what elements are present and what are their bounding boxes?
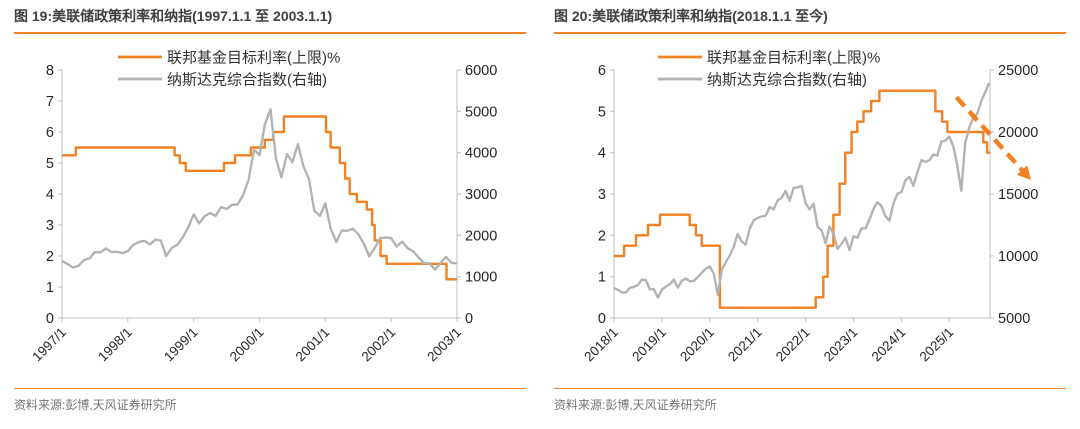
- y-axis-right-tick-label: 3000: [465, 187, 497, 203]
- y-axis-right-tick-label: 6000: [465, 63, 497, 79]
- chart-title-fig19: 图 19:美联储政策利率和纳指(1997.1.1 至 2003.1.1): [14, 8, 526, 34]
- y-axis-left-tick-label: 0: [46, 311, 54, 327]
- x-axis-tick-label: 1999/1: [161, 325, 201, 365]
- y-axis-right-tick-label: 4000: [465, 146, 497, 162]
- y-axis-right-tick-label: 5000: [465, 104, 497, 120]
- y-axis-left-tick-label: 7: [46, 94, 54, 110]
- x-axis-tick-label: 2025/1: [917, 325, 957, 365]
- y-axis-right-tick-label: 1000: [465, 270, 497, 286]
- y-axis-right-tick-label: 25000: [998, 63, 1038, 79]
- x-axis-tick-label: 2000/1: [227, 325, 267, 365]
- y-axis-left-tick-label: 4: [46, 187, 54, 203]
- y-axis-right-tick-label: 0: [465, 311, 473, 327]
- y-axis-left-tick-label: 2: [598, 228, 606, 244]
- x-axis-tick-label: 2024/1: [869, 325, 909, 365]
- x-axis-tick-label: 1998/1: [95, 325, 135, 365]
- x-axis-tick-label: 2018/1: [581, 325, 621, 365]
- chart-canvas-fig19: 0 1 2 3 4 5 6 7 8 0 1000 2000 3000 4000 5000 6000 1997/1…: [29, 50, 497, 365]
- y-axis-left-tick-label: 0: [598, 311, 606, 327]
- fed-funds-target-rate-line: [62, 115, 457, 281]
- legend: 联邦基金目标利率(上限)% 纳斯达克综合指数(右轴): [658, 50, 880, 89]
- y-axis-right-tick-label: 10000: [998, 249, 1038, 265]
- chart-card-fig20: 图 20:美联储政策利率和纳指(2018.1.1 至今) 0 1 2 3 4 5 6 5000…: [540, 0, 1080, 429]
- legend-label: 纳斯达克综合指数(右轴): [707, 72, 867, 89]
- y-axis-right-tick-label: 5000: [998, 311, 1030, 327]
- y-axis-left-tick-label: 3: [598, 187, 606, 203]
- x-axis-tick-label: 2001/1: [293, 325, 333, 365]
- x-axis-tick-label: 2003/1: [424, 325, 464, 365]
- y-axis-left-tick-label: 5: [598, 104, 606, 120]
- x-axis-tick-label: 2021/1: [725, 325, 765, 365]
- y-axis-left-tick-label: 1: [598, 270, 606, 286]
- fed-funds-target-rate-line: [614, 89, 990, 309]
- source-note-fig19: 资料来源:彭博,天风证券研究所: [14, 388, 526, 413]
- y-axis-left-tick-label: 3: [46, 218, 54, 234]
- y-axis-left-tick-label: 2: [46, 249, 54, 265]
- trend-arrow-head: [1016, 165, 1031, 180]
- legend: 联邦基金目标利率(上限)% 纳斯达克综合指数(右轴): [118, 50, 340, 89]
- nasdaq-composite-line: [61, 108, 458, 271]
- source-note-fig20: 资料来源:彭博,天风证券研究所: [554, 388, 1066, 413]
- x-axis-tick-label: 1997/1: [29, 325, 69, 365]
- y-axis-left-tick-label: 6: [46, 125, 54, 141]
- chart-canvas-fig20: 0 1 2 3 4 5 6 5000 10000 15000 20000 25000 2018/1 201…: [581, 50, 1038, 365]
- x-axis-tick-label: 2002/1: [358, 325, 398, 365]
- nasdaq-composite-line: [613, 82, 991, 299]
- chart-title-fig20: 图 20:美联储政策利率和纳指(2018.1.1 至今): [554, 8, 1066, 34]
- x-axis-tick-label: 2022/1: [773, 325, 813, 365]
- y-axis-left-tick-label: 1: [46, 280, 54, 296]
- legend-label: 联邦基金目标利率(上限)%: [167, 50, 340, 67]
- rate-downtrend-arrow: [954, 95, 1026, 174]
- y-axis-right-tick-label: 20000: [998, 125, 1038, 141]
- y-axis-left-tick-label: 6: [598, 63, 606, 79]
- x-axis-tick-label: 2019/1: [629, 325, 669, 365]
- legend-label: 联邦基金目标利率(上限)%: [707, 50, 880, 67]
- y-axis-left-tick-label: 5: [46, 156, 54, 172]
- y-axis-left-tick-label: 8: [46, 63, 54, 79]
- y-axis-left-tick-label: 4: [598, 146, 606, 162]
- legend-label: 纳斯达克综合指数(右轴): [167, 72, 327, 89]
- chart-card-fig19: 图 19:美联储政策利率和纳指(1997.1.1 至 2003.1.1) 0 1 2…: [14, 8, 526, 413]
- y-axis-right-tick-label: 15000: [998, 187, 1038, 203]
- x-axis-tick-label: 2023/1: [821, 325, 861, 365]
- y-axis-right-tick-label: 2000: [465, 228, 497, 244]
- x-axis-tick-label: 2020/1: [677, 325, 717, 365]
